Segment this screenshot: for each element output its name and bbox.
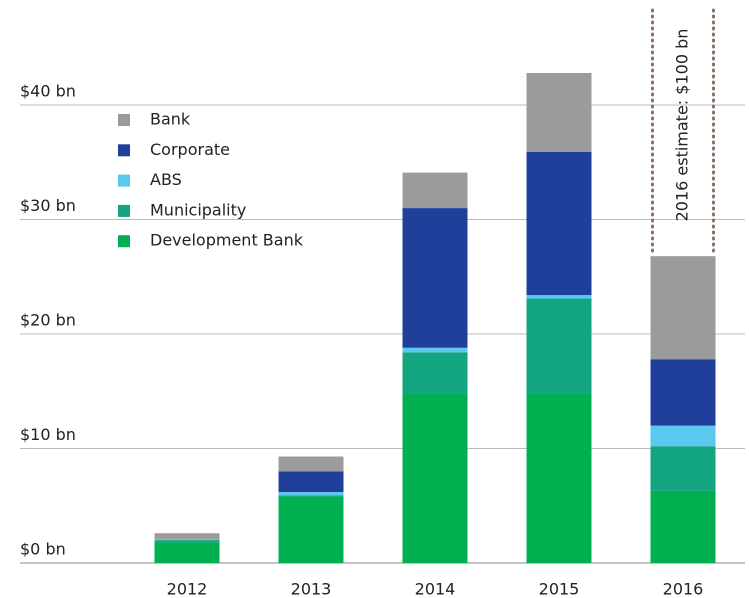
legend-label: Bank <box>150 110 191 129</box>
bar-segment <box>154 533 220 539</box>
legend-label: Municipality <box>150 200 246 219</box>
bar-segment <box>526 298 592 394</box>
bar-segment <box>402 347 468 353</box>
legend-swatch <box>118 114 130 126</box>
bar-segment <box>650 425 716 447</box>
y-tick-label: $40 bn <box>20 82 76 101</box>
legend-label: Development Bank <box>150 231 304 250</box>
legend-swatch <box>118 235 130 248</box>
bar-segment <box>526 295 592 299</box>
bar-segment <box>526 151 592 296</box>
legend-swatch <box>118 174 130 187</box>
bar-segment <box>278 471 344 493</box>
x-tick-label: 2013 <box>291 580 332 598</box>
x-tick-label: 2016 <box>663 580 704 598</box>
annotation: 2016 estimate: $100 bn <box>673 29 692 222</box>
bar-segment <box>154 538 220 541</box>
bar-segment <box>402 172 468 209</box>
bar-segment <box>402 352 468 394</box>
y-tick-label: $20 bn <box>20 311 76 330</box>
bar-segment <box>402 393 468 563</box>
bar-segment <box>650 490 716 563</box>
x-tick-label: 2015 <box>539 580 580 598</box>
x-tick-label: 2012 <box>167 580 208 598</box>
x-tick-label: 2014 <box>415 580 456 598</box>
bar-segment <box>402 208 468 348</box>
legend-swatch <box>118 144 130 157</box>
bar-segment <box>278 496 344 563</box>
bar-segment <box>278 495 344 497</box>
bar-segment <box>154 542 220 563</box>
y-tick-label: $0 bn <box>20 540 66 559</box>
bar-segment <box>278 456 344 472</box>
bar-segment <box>278 492 344 496</box>
bar-segment <box>650 446 716 491</box>
bar-segment <box>526 72 592 152</box>
legend-label: Corporate <box>150 140 230 159</box>
bar-segment <box>650 359 716 426</box>
legend-swatch <box>118 204 130 217</box>
y-tick-label: $30 bn <box>20 196 76 215</box>
bar-segment <box>154 540 220 543</box>
bar-segment <box>650 256 716 360</box>
bar-segment <box>526 393 592 563</box>
legend-label: ABS <box>150 170 182 189</box>
y-tick-label: $10 bn <box>20 425 76 444</box>
